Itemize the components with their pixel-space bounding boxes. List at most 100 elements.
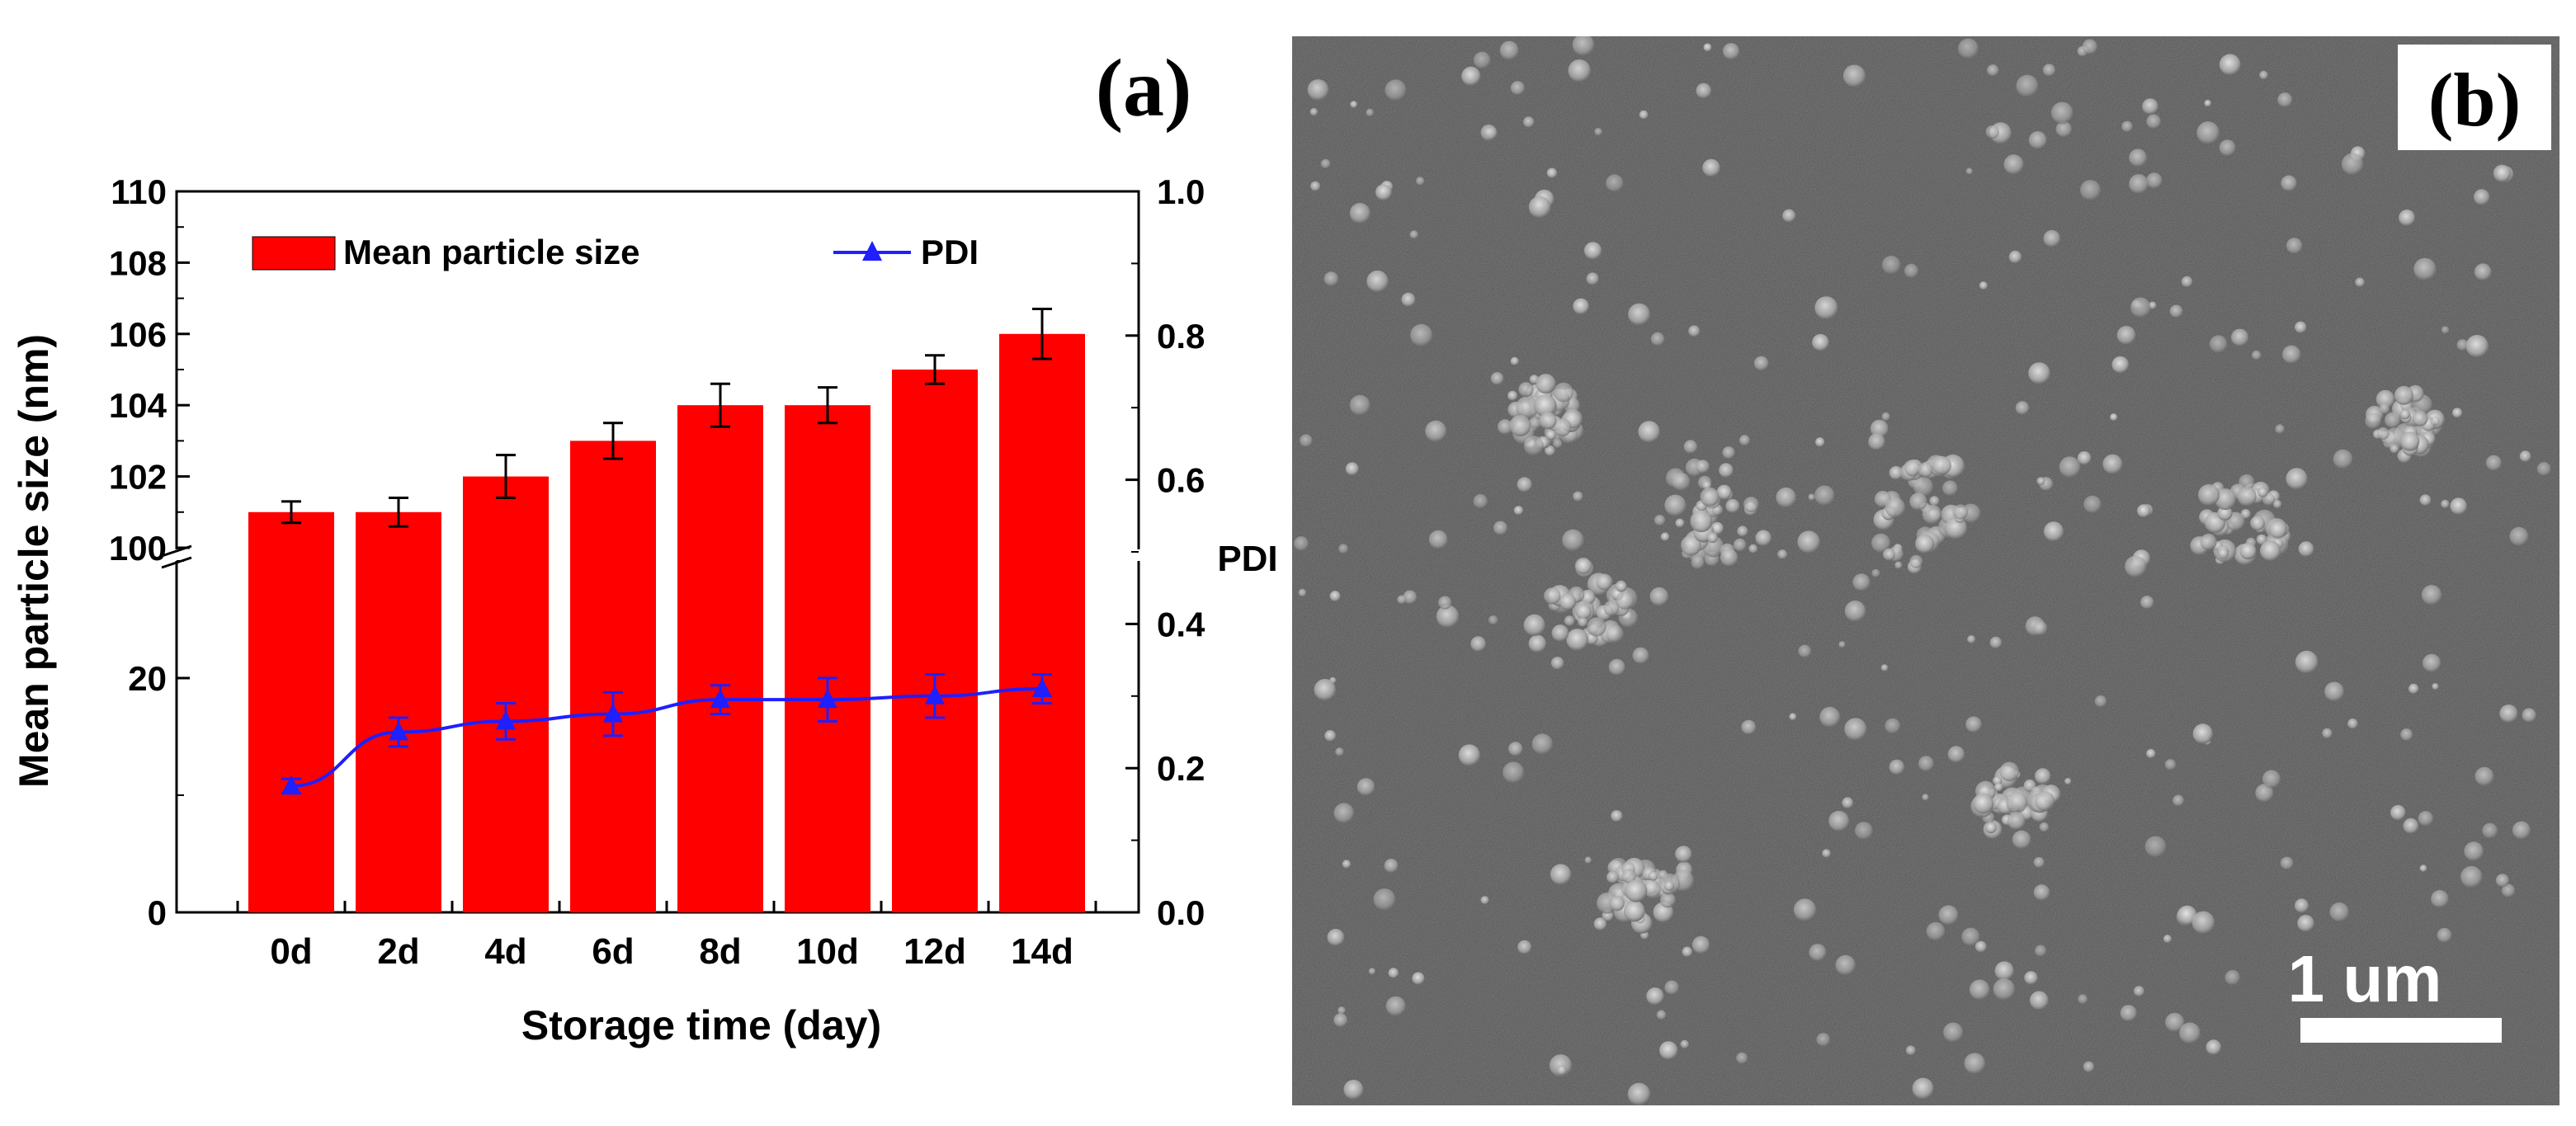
particle: [1881, 256, 1901, 275]
particle: [2120, 1005, 2137, 1022]
particle: [1409, 230, 1418, 239]
particle: [1922, 504, 1942, 525]
particle: [2260, 540, 2281, 562]
y2-tick-label: 0.0: [1157, 893, 1205, 932]
particle: [2028, 362, 2050, 384]
particle: [1489, 615, 1498, 625]
particle: [2196, 121, 2220, 144]
bar: [248, 511, 334, 912]
particle: [1889, 466, 1904, 480]
particle: [2390, 444, 2399, 454]
particle: [1894, 561, 1903, 569]
particle: [2198, 484, 2220, 506]
particle: [1356, 778, 1375, 796]
particle: [2028, 131, 2047, 149]
particle: [1660, 532, 1670, 541]
particle: [1307, 79, 1329, 101]
particle: [2163, 935, 2172, 944]
particle: [1350, 101, 1358, 108]
particle: [1583, 242, 1602, 260]
particle: [1943, 1022, 1964, 1043]
particle: [1531, 733, 1553, 755]
particle: [1819, 706, 1841, 728]
particle: [1388, 968, 1399, 978]
particle: [1947, 746, 1965, 763]
particle: [1736, 1052, 1748, 1064]
particle: [1680, 1039, 1689, 1049]
particle: [1638, 421, 1660, 443]
particle: [1603, 601, 1620, 616]
particle: [1553, 439, 1563, 449]
legend-label-pdi: PDI: [921, 233, 979, 271]
particle: [1797, 530, 1820, 554]
particle: [1349, 394, 1371, 416]
particle: [1594, 128, 1602, 136]
particle: [1985, 125, 1999, 139]
particle: [1809, 944, 1827, 962]
particle: [2237, 487, 2257, 506]
particle: [1885, 497, 1905, 518]
particle: [1664, 980, 1679, 995]
particle: [1909, 492, 1927, 511]
particle: [1912, 1077, 1934, 1100]
particle: [2256, 534, 2267, 545]
y2-tick-label: 0.6: [1157, 461, 1205, 500]
particle: [2419, 865, 2427, 873]
particle: [2035, 791, 2055, 811]
particle: [2024, 971, 2038, 985]
particle: [1335, 747, 1344, 756]
particle: [2140, 596, 2154, 610]
particle: [2522, 708, 2536, 723]
particle: [1942, 480, 1958, 497]
particle: [1648, 871, 1658, 881]
particle: [1568, 59, 1591, 82]
particle: [1952, 504, 1968, 520]
particle: [2173, 794, 2184, 807]
particle: [1973, 793, 1994, 814]
particle: [1342, 860, 1352, 869]
particle: [1508, 742, 1523, 756]
particle: [2029, 991, 2049, 1011]
particle: [1584, 856, 1592, 864]
particle: [2006, 791, 2028, 813]
y2-tick-label: 0.8: [1157, 317, 1205, 356]
particle: [1556, 1065, 1567, 1076]
particle: [1343, 1079, 1364, 1100]
particle: [1664, 494, 1687, 516]
particle: [2379, 403, 2390, 414]
particle: [1550, 864, 1572, 885]
particle: [2214, 488, 2236, 511]
particle: [2400, 728, 2413, 742]
particle: [1703, 43, 1712, 52]
particle: [1503, 761, 1525, 784]
particle: [2250, 516, 2265, 531]
particle: [1675, 518, 1685, 528]
particle: [1517, 477, 1532, 492]
particle: [1566, 629, 1589, 651]
particle: [1913, 477, 1933, 497]
particle: [2036, 477, 2045, 486]
particle: [2083, 495, 2102, 514]
particle: [1798, 644, 1812, 658]
particle: [2412, 410, 2428, 426]
particle: [2206, 1039, 2222, 1055]
particle: [1373, 888, 1396, 911]
particle: [1310, 181, 1321, 191]
panel-b-label-box: [2398, 45, 2551, 150]
particle: [2133, 986, 2144, 997]
particle: [2280, 856, 2294, 870]
particle: [2035, 945, 2047, 957]
particle: [1753, 356, 1769, 371]
particle: [1593, 917, 1607, 930]
particle: [2295, 321, 2307, 333]
particle: [1536, 374, 1556, 394]
particle: [1659, 892, 1676, 908]
y-tick-label: 0: [148, 893, 167, 932]
particle: [1649, 587, 1669, 606]
particle: [2146, 172, 2163, 189]
particle: [1835, 954, 1856, 976]
particle: [2217, 506, 2233, 521]
particle: [2272, 499, 2282, 509]
particle: [1979, 281, 1988, 290]
particle: [1659, 1041, 1678, 1060]
